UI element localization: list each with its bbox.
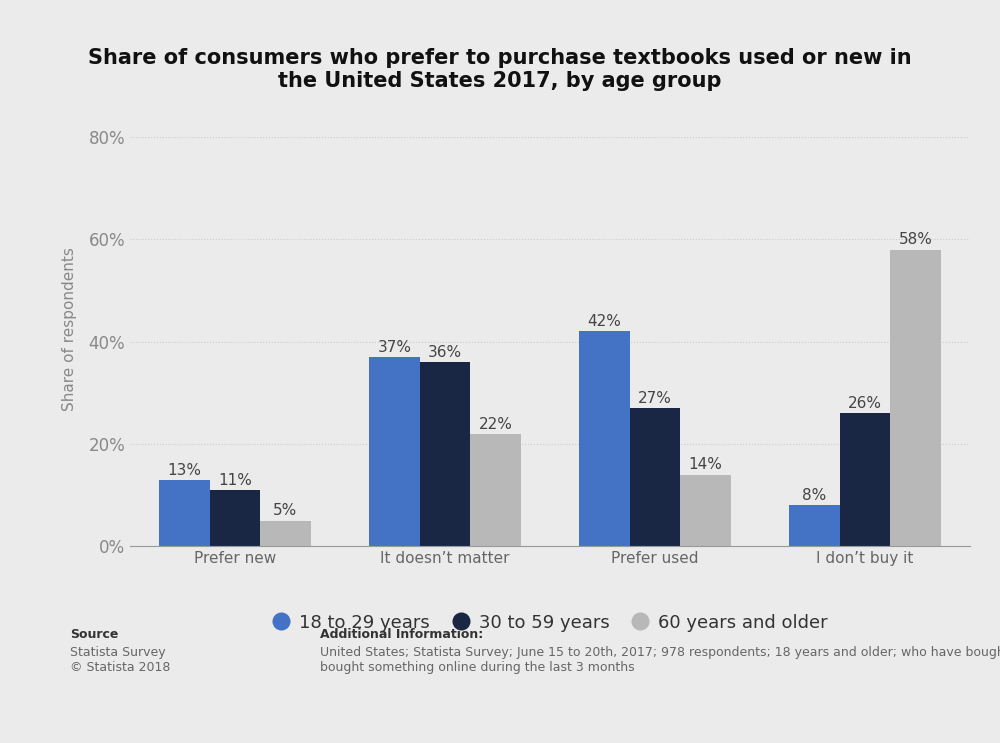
Y-axis label: Share of respondents: Share of respondents [62, 247, 77, 411]
Bar [369, 357, 420, 546]
Bar [630, 408, 680, 546]
Bar [579, 331, 630, 546]
Text: Share of consumers who prefer to purchase textbooks used or new in
the United St: Share of consumers who prefer to purchas… [88, 48, 912, 91]
Text: 8%: 8% [802, 488, 827, 503]
Bar [260, 521, 311, 546]
Bar [420, 362, 470, 546]
Text: Statista Survey
© Statista 2018: Statista Survey © Statista 2018 [70, 646, 170, 675]
Bar [470, 434, 521, 546]
Bar [680, 475, 731, 546]
Bar [210, 490, 260, 546]
Text: 5%: 5% [273, 504, 298, 519]
Bar [840, 413, 890, 546]
Text: Additional Information:: Additional Information: [320, 628, 483, 640]
Text: United States; Statista Survey; June 15 to 20th, 2017; 978 respondents; 18 years: United States; Statista Survey; June 15 … [320, 646, 1000, 675]
Bar [890, 250, 941, 546]
Text: 27%: 27% [638, 391, 672, 406]
Text: 14%: 14% [688, 458, 722, 473]
Text: 36%: 36% [428, 345, 462, 360]
Text: 37%: 37% [378, 340, 412, 355]
Text: 58%: 58% [898, 233, 932, 247]
Bar [789, 505, 840, 546]
Text: 11%: 11% [218, 473, 252, 488]
Text: 26%: 26% [848, 396, 882, 411]
Text: 42%: 42% [588, 314, 622, 329]
Bar [159, 480, 210, 546]
Text: 22%: 22% [478, 417, 512, 432]
Legend: 18 to 29 years, 30 to 59 years, 60 years and older: 18 to 29 years, 30 to 59 years, 60 years… [263, 605, 837, 641]
Text: Source: Source [70, 628, 118, 640]
Text: 13%: 13% [168, 463, 202, 478]
